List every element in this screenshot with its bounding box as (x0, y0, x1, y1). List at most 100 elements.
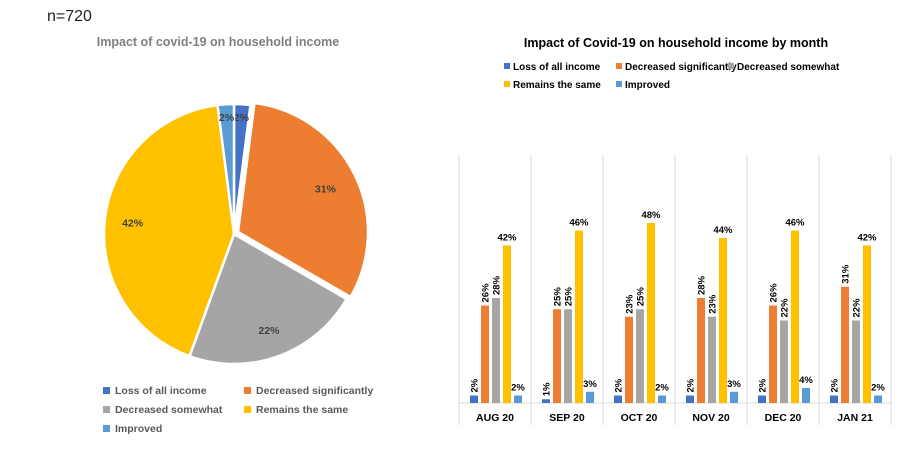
pie-data-label: 42% (122, 218, 144, 230)
bar-decreased-significantly-aug-20 (481, 305, 489, 403)
bar-chart: 2%26% 28%42%2%AUG 201%25% 25%46%3%SEP 202%… (458, 155, 892, 425)
legend-label-remains-the-same: Remains the same (256, 404, 348, 416)
bar-improved-dec-20 (802, 388, 810, 403)
legend-label-remains-the-same: Remains the same (513, 80, 601, 91)
legend-label-improved: Improved (625, 80, 670, 91)
bar-decreased-somewhat-nov-20 (708, 316, 716, 403)
bar-decreased-somewhat-jan-21 (852, 320, 860, 403)
bar-data-label: 22% (852, 298, 863, 318)
bar-remains-the-same-dec-20 (791, 230, 799, 403)
legend-label-decreased-significantly: Decreased significantly (256, 385, 373, 397)
bar-data-label: 1% (542, 382, 553, 396)
bar-decreased-significantly-sep-20 (553, 309, 561, 403)
bar-decreased-somewhat-sep-20 (564, 309, 572, 403)
bar-remains-the-same-oct-20 (647, 223, 655, 403)
bar-loss-of-all-income-nov-20 (686, 395, 694, 403)
bar-loss-of-all-income-dec-20 (758, 395, 766, 403)
x-tick-label: OCT 20 (621, 412, 658, 424)
bar-data-label: 22% (780, 298, 791, 318)
legend-swatch-remains-the-same (504, 81, 510, 87)
bar-improved-nov-20 (730, 391, 738, 403)
bar-data-label: 42% (857, 233, 877, 244)
legend-swatch-loss-of-all-income (504, 63, 510, 69)
bar-data-label: 2% (758, 378, 769, 392)
bar-decreased-significantly-nov-20 (697, 298, 705, 403)
pie-slice-improved (216, 102, 236, 235)
bar-data-label: 2% (830, 378, 841, 392)
bar-chart-legend: Loss of all income Decreased significantl… (504, 62, 840, 91)
pie-chart-title: Impact of covid-19 on household income (97, 35, 339, 49)
legend-label-decreased-somewhat: Decreased somewhat (737, 62, 840, 73)
bar-data-label: 44% (713, 225, 733, 236)
bar-improved-oct-20 (658, 395, 666, 403)
legend-swatch-decreased-significantly (244, 387, 251, 394)
legend-swatch-improved (103, 425, 110, 432)
pie-chart: 2% 31% 22% 42% 2% (102, 101, 370, 366)
legend-swatch-remains-the-same (244, 406, 251, 413)
bar-data-label: 42% (497, 233, 517, 244)
bar-data-label: 2% (511, 383, 525, 394)
bar-data-label: 31% (841, 264, 852, 284)
legend-label-decreased-significantly: Decreased significantly (625, 62, 737, 73)
bar-decreased-somewhat-aug-20 (492, 298, 500, 403)
legend-swatch-loss-of-all-income (103, 387, 110, 394)
legend-label-improved: Improved (115, 423, 162, 435)
bar-improved-sep-20 (586, 391, 594, 403)
legend-label-loss-of-all-income: Loss of all income (513, 62, 601, 73)
pie-slice-remains-the-same (102, 103, 236, 358)
x-tick-label: JAN 21 (837, 412, 873, 424)
bar-data-label: 3% (727, 379, 741, 390)
legend-swatch-decreased-somewhat (103, 406, 110, 413)
bar-data-label: 28% (697, 275, 708, 295)
bar-data-label: 4% (799, 375, 813, 386)
bar-decreased-significantly-dec-20 (769, 305, 777, 403)
bar-data-label: 23% (708, 294, 719, 314)
bar-remains-the-same-sep-20 (575, 230, 583, 403)
pie-chart-legend: Loss of all income Decreased significantl… (103, 385, 373, 435)
bar-data-label: 26% (769, 283, 780, 303)
bar-loss-of-all-income-aug-20 (470, 395, 478, 403)
pie-data-label: 31% (315, 184, 337, 196)
bar-remains-the-same-aug-20 (503, 245, 511, 403)
pie-data-label: 22% (258, 325, 280, 337)
bar-data-label: 48% (641, 210, 661, 221)
bar-data-label: 26% (481, 283, 492, 303)
bar-improved-aug-20 (514, 395, 522, 403)
bar-data-label: 2% (655, 383, 669, 394)
bar-data-label: 46% (569, 218, 589, 229)
legend-swatch-decreased-somewhat (728, 63, 734, 69)
x-tick-label: SEP 20 (549, 412, 585, 424)
bar-data-label: 2% (871, 383, 885, 394)
bar-loss-of-all-income-oct-20 (614, 395, 622, 403)
bar-data-label: 25% (553, 287, 564, 307)
bar-remains-the-same-nov-20 (719, 238, 727, 403)
bar-loss-of-all-income-jan-21 (830, 395, 838, 403)
bar-data-label: 25% (636, 287, 647, 307)
bar-decreased-somewhat-dec-20 (780, 320, 788, 403)
bar-data-label: 2% (614, 378, 625, 392)
bar-improved-jan-21 (874, 395, 882, 403)
pie-data-label: 2% (234, 112, 250, 124)
legend-label-loss-of-all-income: Loss of all income (115, 385, 207, 397)
sample-size-label: n=720 (47, 8, 92, 25)
x-tick-label: AUG 20 (476, 412, 514, 424)
x-tick-label: DEC 20 (765, 412, 802, 424)
pie-data-label: 2% (219, 112, 235, 124)
legend-swatch-improved (616, 81, 622, 87)
bar-data-label: 46% (785, 218, 805, 229)
bar-data-label: 2% (686, 378, 697, 392)
bar-data-label: 3% (583, 379, 597, 390)
bar-decreased-significantly-jan-21 (841, 286, 849, 403)
legend-swatch-decreased-significantly (616, 63, 622, 69)
bar-data-label: 28% (492, 275, 503, 295)
bar-chart-title: Impact of Covid-19 on household income b… (524, 36, 828, 50)
x-tick-label: NOV 20 (692, 412, 730, 424)
bar-remains-the-same-jan-21 (863, 245, 871, 403)
pie-slice-decreased-significantly (236, 101, 370, 299)
bar-decreased-significantly-oct-20 (625, 316, 633, 403)
bar-data-label: 23% (625, 294, 636, 314)
pie-slice-decreased-somewhat (187, 232, 349, 366)
bar-data-label: 25% (564, 287, 575, 307)
bar-loss-of-all-income-sep-20 (542, 399, 550, 403)
bar-data-label: 2% (470, 378, 481, 392)
